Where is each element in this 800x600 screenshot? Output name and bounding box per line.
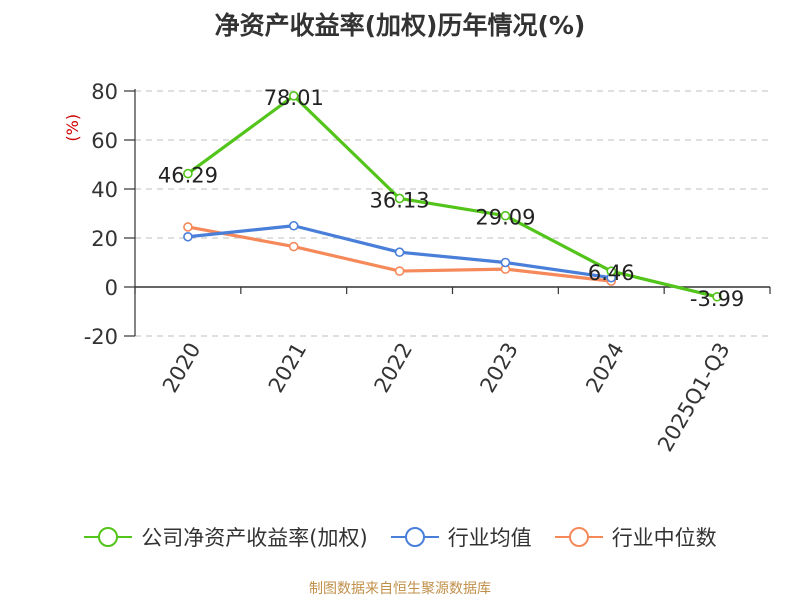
legend-swatch-icon	[554, 527, 603, 547]
y-tick-label: 80	[91, 80, 118, 104]
legend-label: 行业均值	[447, 526, 532, 550]
legend-label: 行业中位数	[611, 526, 717, 550]
data-label: -3.99	[690, 287, 744, 311]
data-point	[606, 266, 617, 276]
x-tick-label: 2020	[158, 339, 206, 397]
y-tick-label: -20	[84, 325, 118, 349]
data-point	[183, 231, 193, 242]
line-chart: -20 0 20 40 60 80 2020 2021 2022 2023 2024 2025Q1-Q…	[63, 80, 771, 456]
series-line	[186, 94, 719, 299]
legend-swatch-icon	[390, 527, 439, 547]
x-tick-label: 2023	[475, 339, 523, 397]
chart-title: 净资产收益率(加权)历年情况(%)	[214, 11, 586, 40]
legend: 公司净资产收益率(加权) 行业均值 行业中位数	[0, 520, 800, 554]
legend-item[interactable]: 公司净资产收益率(加权)	[83, 522, 368, 552]
data-label: 36.13	[370, 188, 430, 212]
data-point	[500, 210, 511, 221]
data-label: 6.46	[588, 261, 635, 285]
x-tick-label: 2025Q1-Q3	[653, 339, 735, 456]
x-tick-label: 2024	[581, 339, 629, 397]
y-tick-label: 60	[91, 129, 118, 153]
y-axis-label: (%)	[63, 114, 82, 142]
legend-item[interactable]: 行业中位数	[554, 522, 717, 552]
data-point	[183, 168, 193, 179]
legend-item[interactable]: 行业均值	[390, 522, 532, 552]
y-tick-label: 40	[91, 178, 118, 202]
legend-label: 公司净资产收益率(加权)	[141, 526, 368, 550]
data-label: 46.29	[158, 164, 218, 188]
data-point	[288, 91, 299, 101]
legend-swatch-icon	[84, 527, 133, 547]
y-tick-label: 20	[91, 227, 118, 251]
data-point	[394, 193, 405, 204]
data-label: 29.09	[475, 206, 535, 230]
data-label: 78.01	[264, 86, 324, 110]
data-point	[288, 241, 299, 252]
data-point	[394, 247, 405, 258]
x-tick-label: 2022	[370, 339, 418, 397]
data-point	[288, 220, 299, 231]
data-point	[394, 266, 405, 276]
x-tick-label: 2021	[264, 339, 312, 397]
data-point	[712, 291, 722, 302]
source-note: 制图数据来自恒生聚源数据库	[309, 581, 491, 597]
data-point	[500, 257, 511, 268]
y-tick-label: 0	[105, 276, 118, 300]
data-point	[183, 222, 193, 232]
